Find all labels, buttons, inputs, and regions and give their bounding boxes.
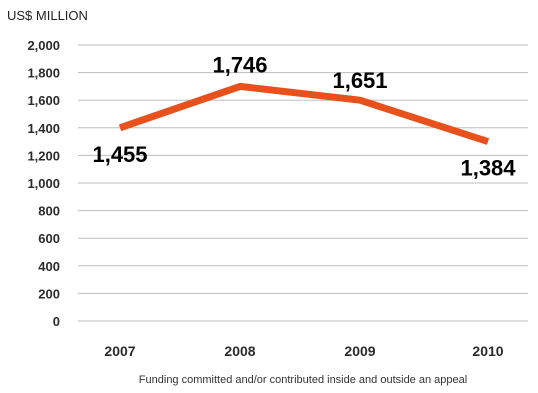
y-tick-label: 1,200 [27,148,60,163]
x-tick-label: 2010 [472,343,503,359]
gridlines [78,44,528,322]
x-tick-label: 2007 [104,343,135,359]
y-tick-label: 2,000 [27,38,60,53]
data-labels: 1,455 1,746 1,651 1,384 [92,52,516,180]
y-tick-label: 800 [38,204,60,219]
series-line-group [118,82,490,145]
x-axis-tick-labels: 2007 2008 2009 2010 [104,343,503,359]
data-label: 1,455 [92,142,147,167]
y-tick-label: 400 [38,259,60,274]
chart-caption: Funding committed and/or contributed ins… [139,374,467,386]
y-axis-tick-labels: 2,000 1,800 1,600 1,400 1,200 1,000 800 600 400 2… [27,38,60,329]
data-label: 1,651 [332,68,387,93]
x-tick-label: 2008 [224,343,255,359]
y-tick-label: 1,400 [27,121,60,136]
x-tick-label: 2009 [344,343,375,359]
y-tick-label: 600 [38,231,60,246]
y-tick-label: 1,800 [27,66,60,81]
data-label: 1,384 [460,156,516,181]
y-tick-label: 1,000 [27,176,60,191]
data-label: 1,746 [212,52,267,77]
y-tick-label: 1,600 [27,93,60,108]
y-tick-label: 200 [38,286,60,301]
series-line [118,82,490,145]
unit-label: US$ MILLION [7,8,88,23]
y-tick-label: 0 [53,314,60,329]
